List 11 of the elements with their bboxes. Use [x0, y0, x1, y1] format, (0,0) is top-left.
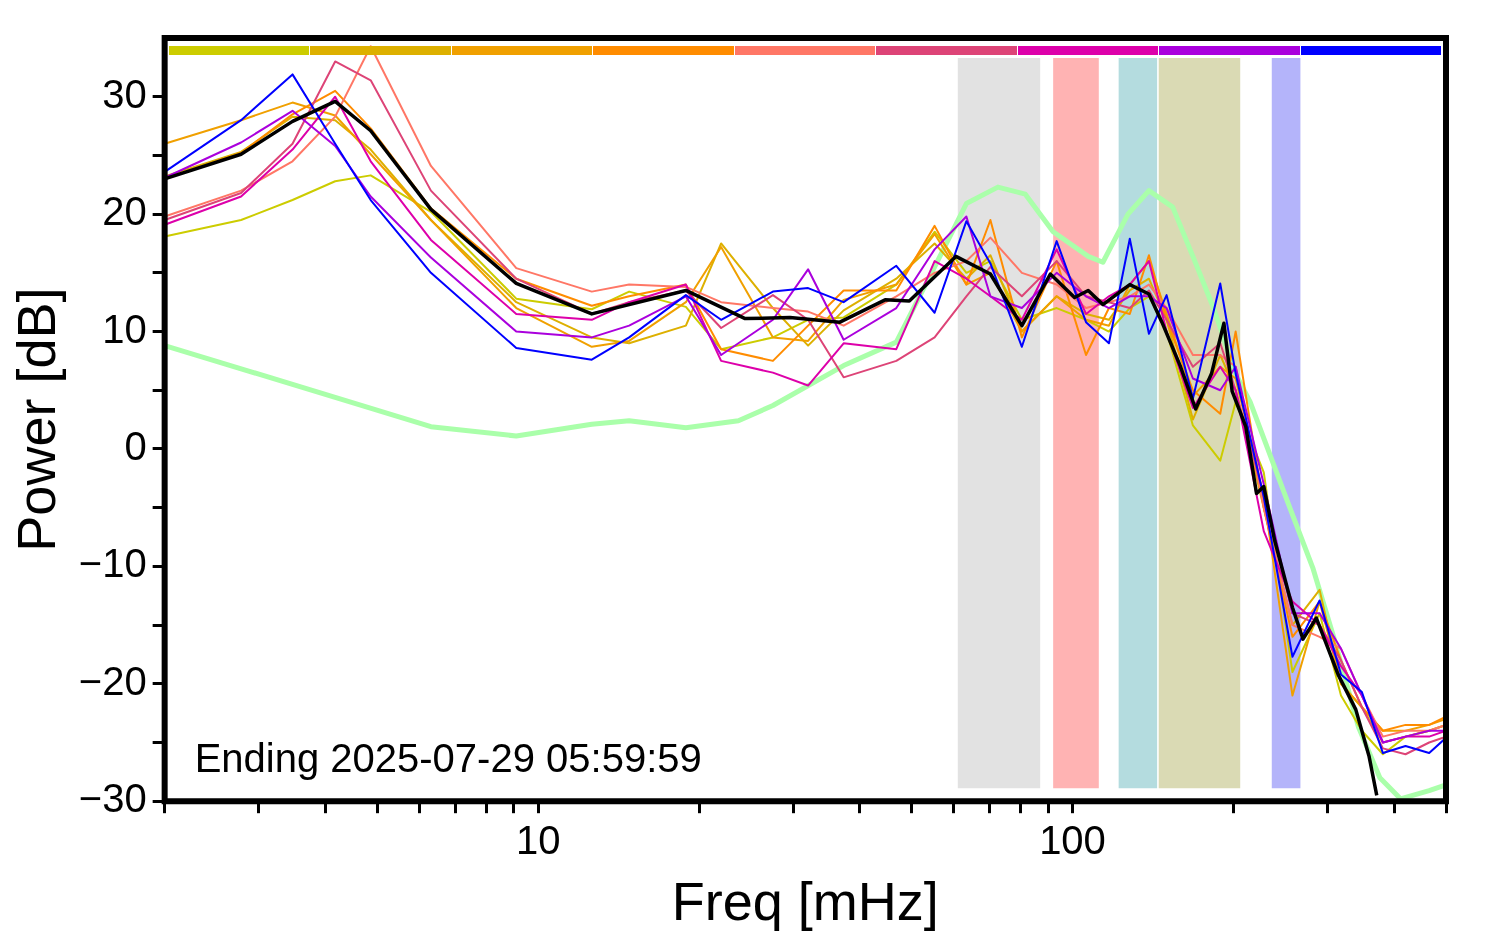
y-tick-label: −20 — [78, 658, 147, 703]
y-axis-title: Power [dB] — [6, 287, 67, 552]
x-axis-title: Freq [mHz] — [671, 871, 939, 932]
y-tick-label: 10 — [102, 306, 147, 351]
annotation: Ending 2025-07-29 05:59:59 — [194, 736, 702, 781]
y-tick-label: −10 — [78, 541, 147, 586]
y-tick-label: −30 — [78, 776, 147, 821]
x-tick-label: 100 — [1039, 818, 1106, 863]
y-tick-label: 0 — [124, 423, 147, 468]
y-tick-label: 20 — [102, 189, 147, 234]
y-tick-label: 30 — [102, 71, 147, 116]
